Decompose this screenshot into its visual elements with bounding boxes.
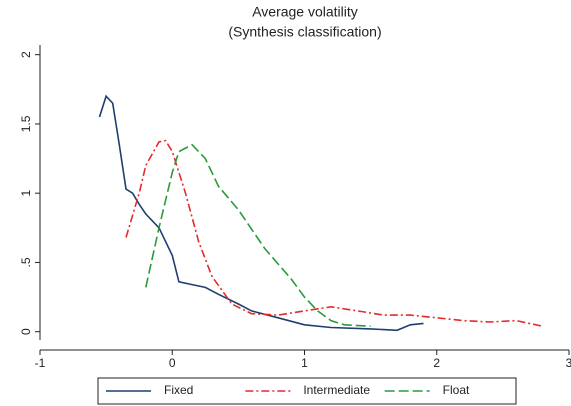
y-tick-label: .5 bbox=[19, 257, 33, 267]
chart-title: Average volatility bbox=[252, 4, 358, 20]
series-line bbox=[98, 94, 424, 332]
legend-box bbox=[97, 377, 517, 405]
x-tick-label: 2 bbox=[433, 356, 440, 370]
y-tick-label: 1.5 bbox=[19, 115, 33, 132]
y-tick-label: 1 bbox=[19, 190, 33, 197]
legend-label: Float bbox=[443, 383, 470, 397]
y-tick-label: 0 bbox=[19, 328, 33, 335]
legend-label: Fixed bbox=[164, 383, 193, 397]
legend-label: Intermediate bbox=[303, 383, 370, 397]
series-line bbox=[125, 139, 543, 327]
legend: Fixed Intermediate Float bbox=[97, 377, 517, 405]
x-tick-label: 1 bbox=[301, 356, 308, 370]
x-tick-label: 3 bbox=[566, 356, 571, 370]
y-tick-label: 2 bbox=[19, 51, 33, 58]
x-tick-label: 0 bbox=[169, 356, 176, 370]
x-tick-label: -1 bbox=[35, 356, 46, 370]
chart-subtitle: (Synthesis classification) bbox=[228, 24, 381, 40]
series-line bbox=[145, 143, 371, 327]
